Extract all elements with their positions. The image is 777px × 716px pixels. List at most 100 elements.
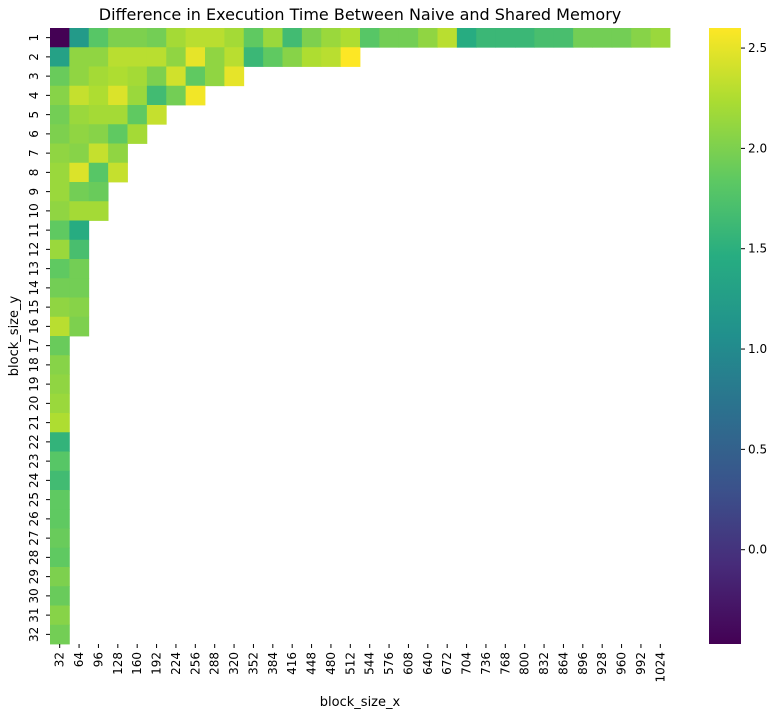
x-tick-label: 224: [169, 652, 183, 675]
y-tick-label: 25: [27, 492, 41, 507]
y-tick-label: 12: [27, 242, 41, 257]
y-tick-label: 22: [27, 434, 41, 449]
heatmap-cell: [360, 28, 380, 48]
y-tick-label: 28: [27, 550, 41, 565]
x-tick-label: 768: [498, 652, 512, 675]
heatmap-cell: [321, 47, 342, 67]
x-tick-label: 192: [150, 652, 164, 675]
heatmap-cell: [50, 124, 70, 144]
heatmap-cell: [88, 28, 109, 48]
y-tick-label: 15: [27, 299, 41, 314]
y-tick-label: 16: [27, 319, 41, 334]
y-tick-label: 13: [27, 261, 41, 276]
x-axis: 32 64 96 128 160 192 224 256 288 320 352 384 416 448 4…: [53, 644, 667, 683]
heatmap-cell: [127, 85, 148, 106]
y-tick-label: 18: [27, 357, 41, 372]
x-tick-label: 320: [227, 652, 241, 675]
y-tick-label: 20: [27, 396, 41, 411]
y-tick-label: 9: [27, 188, 41, 196]
heatmap-cell: [301, 28, 322, 48]
heatmap-cell: [534, 28, 555, 48]
y-axis-label: block_size_y: [7, 296, 22, 377]
heatmap-cell: [88, 66, 109, 87]
y-tick-label: 21: [27, 415, 41, 430]
heatmap-cell: [224, 47, 245, 67]
x-tick-label: 64: [72, 652, 86, 667]
heatmap-cell: [69, 297, 90, 318]
x-tick-label: 896: [576, 652, 590, 675]
heatmap-cell: [166, 85, 187, 106]
colorbar-tick-label: 1.0: [748, 342, 767, 356]
heatmap-cell: [456, 28, 477, 48]
heatmap-cell: [398, 28, 419, 48]
heatmap-cell: [146, 66, 167, 87]
heatmap-cell: [50, 624, 70, 645]
x-tick-label: 736: [479, 652, 493, 675]
heatmap-cell: [185, 85, 206, 106]
heatmap-cell: [50, 586, 70, 606]
x-tick-label: 512: [343, 652, 357, 675]
heatmap-cell: [50, 336, 70, 356]
heatmap-cell: [88, 182, 109, 202]
y-tick-label: 26: [27, 511, 41, 526]
heatmap-cell: [205, 28, 225, 48]
heatmap-cell: [650, 28, 671, 48]
heatmap-cell: [69, 182, 90, 202]
heatmap-cell: [50, 47, 70, 67]
heatmap-cell: [50, 143, 70, 164]
heatmap-cell: [50, 220, 70, 241]
x-tick-label: 160: [130, 652, 144, 675]
heatmap-cell: [437, 28, 458, 48]
heatmap-cell: [108, 143, 128, 164]
heatmap-cell: [146, 47, 167, 67]
x-tick-label: 832: [537, 652, 551, 675]
heatmap-cell: [88, 143, 109, 164]
heatmap-cell: [88, 162, 109, 183]
heatmap-cell: [127, 66, 148, 87]
heatmap-cell: [108, 66, 128, 87]
heatmap-cell: [301, 47, 322, 67]
x-tick-label: 288: [208, 652, 222, 675]
heatmap-cell: [166, 47, 187, 67]
y-tick-label: 11: [27, 222, 41, 237]
colorbar-ticks: 0.0 0.5 1.0 1.5 2.0 2.5: [741, 41, 767, 557]
heatmap-cell: [263, 47, 283, 67]
heatmap-cell: [69, 105, 90, 125]
x-tick-label: 640: [421, 652, 435, 675]
heatmap-cell: [69, 143, 90, 164]
x-tick-label: 576: [382, 652, 396, 675]
x-tick-label: 608: [401, 652, 415, 675]
y-tick-label: 10: [27, 203, 41, 218]
heatmap-cell: [127, 124, 148, 144]
heatmap-cell: [108, 47, 128, 67]
heatmap-cell: [243, 47, 264, 67]
colorbar-tick-label: 1.5: [748, 242, 767, 256]
heatmap-cell: [166, 66, 187, 87]
heatmap-cell: [88, 85, 109, 106]
x-tick-label: 992: [634, 652, 648, 675]
heatmap-cell: [127, 105, 148, 125]
heatmap-cell: [205, 47, 225, 67]
y-tick-label: 1: [27, 34, 41, 42]
y-tick-label: 2: [27, 53, 41, 61]
heatmap-cell: [282, 47, 303, 67]
colorbar-tick-label: 2.0: [748, 141, 767, 155]
heatmap-cell: [69, 85, 90, 106]
heatmap-cell: [243, 28, 264, 48]
y-tick-label: 6: [27, 130, 41, 138]
x-tick-label: 704: [460, 652, 474, 675]
y-tick-label: 19: [27, 376, 41, 391]
x-tick-label: 1024: [653, 652, 667, 683]
heatmap-cell: [69, 162, 90, 183]
heatmap-cells: [50, 28, 671, 645]
colorbar-tick-label: 0.0: [748, 543, 767, 557]
heatmap-cell: [69, 220, 90, 241]
x-tick-label: 480: [324, 652, 338, 675]
heatmap-cell: [50, 509, 70, 529]
heatmap-cell: [205, 66, 225, 87]
heatmap-cell: [127, 47, 148, 67]
heatmap-cell: [50, 490, 70, 510]
heatmap-cell: [146, 28, 167, 48]
y-tick-label: 29: [27, 569, 41, 584]
